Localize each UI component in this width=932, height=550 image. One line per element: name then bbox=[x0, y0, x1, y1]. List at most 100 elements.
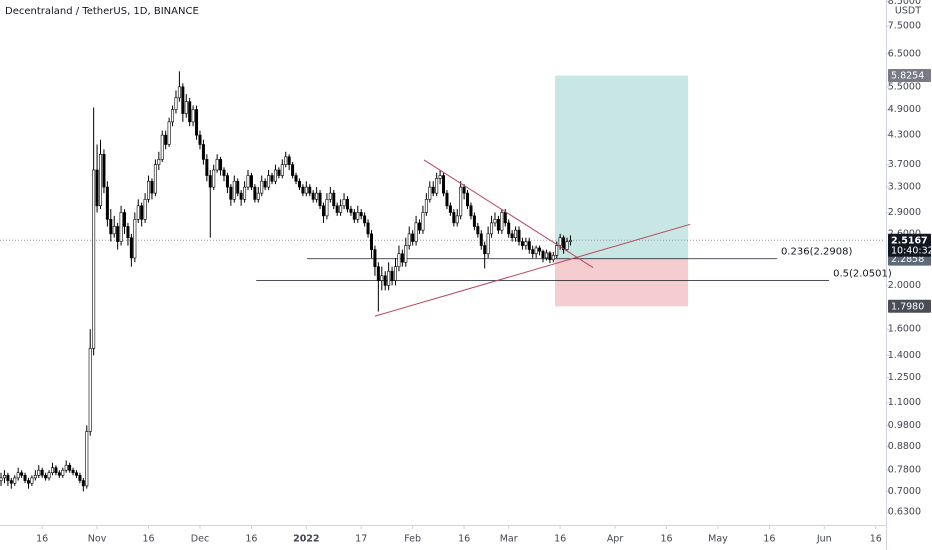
candle-body bbox=[411, 233, 415, 242]
candle-body bbox=[129, 237, 133, 259]
y-tick-label: 2.0000 bbox=[888, 280, 921, 291]
candle-body bbox=[349, 208, 353, 213]
candle-body bbox=[136, 205, 140, 220]
candle-body bbox=[61, 469, 65, 476]
candle-body bbox=[0, 477, 3, 481]
candle-body bbox=[26, 480, 30, 484]
stop-price-tag-box bbox=[888, 299, 931, 313]
x-tick-label: 16 bbox=[458, 534, 470, 545]
candle-body bbox=[486, 233, 490, 255]
candle-body bbox=[469, 205, 473, 217]
y-tick-label: 7.5000 bbox=[888, 20, 921, 31]
candle-body bbox=[267, 175, 271, 188]
candle-body bbox=[517, 229, 521, 242]
y-tick-label: 2.9000 bbox=[888, 207, 921, 218]
candle-body bbox=[328, 192, 332, 200]
target-price-tag: 5.8254 bbox=[891, 71, 924, 82]
candle-body bbox=[311, 192, 315, 200]
candle-body bbox=[16, 472, 20, 479]
candle-body bbox=[524, 241, 528, 246]
candle-body bbox=[33, 475, 37, 479]
candle-body bbox=[356, 212, 360, 220]
candle-body bbox=[74, 472, 78, 476]
candle-body bbox=[236, 180, 240, 194]
candle-body bbox=[270, 175, 274, 182]
candle-body bbox=[150, 180, 154, 194]
candle-body bbox=[50, 467, 54, 474]
candle-body bbox=[2, 475, 6, 479]
candle-body bbox=[20, 472, 24, 476]
candle-body bbox=[301, 186, 305, 194]
candle-body bbox=[57, 472, 61, 476]
countdown: 10:40:32 bbox=[891, 245, 932, 256]
candle-body bbox=[174, 97, 178, 110]
candle-body bbox=[23, 475, 27, 481]
candle-body bbox=[339, 205, 343, 213]
candle-body bbox=[273, 169, 277, 182]
x-tick-label: May bbox=[708, 534, 728, 545]
x-tick-label: 16 bbox=[245, 534, 257, 545]
stop-zone bbox=[555, 259, 689, 307]
candle-body bbox=[304, 186, 308, 194]
candle-body bbox=[198, 134, 202, 145]
candle-body bbox=[387, 270, 391, 286]
candle-body bbox=[332, 192, 336, 207]
candle-body bbox=[105, 186, 109, 220]
candle-body bbox=[201, 144, 205, 160]
candle-body bbox=[383, 275, 387, 286]
x-tick-label: 16 bbox=[870, 534, 882, 545]
candle-body bbox=[102, 154, 106, 188]
candle-body bbox=[568, 239, 572, 242]
candle-body bbox=[280, 164, 284, 176]
target-zone bbox=[555, 75, 689, 260]
candle-body bbox=[212, 169, 216, 188]
candle-body bbox=[438, 175, 442, 179]
candle-body bbox=[160, 134, 164, 160]
candle-body bbox=[109, 219, 113, 235]
candle-body bbox=[277, 169, 281, 176]
candle-body bbox=[472, 215, 476, 227]
candle-body bbox=[421, 212, 425, 231]
candle-body bbox=[253, 186, 257, 200]
x-tick-label: Feb bbox=[404, 534, 421, 545]
candle-body bbox=[85, 431, 89, 487]
candle-body bbox=[448, 205, 452, 213]
candle-body bbox=[246, 175, 250, 188]
candle-body bbox=[263, 180, 267, 188]
candle-body bbox=[239, 192, 243, 200]
candle-body bbox=[229, 186, 233, 200]
candle-body bbox=[466, 192, 470, 207]
candle-body bbox=[507, 222, 511, 235]
candle-body bbox=[215, 159, 219, 171]
y-tick-label: 0.9800 bbox=[888, 420, 921, 431]
x-tick-label: 16 bbox=[660, 534, 672, 545]
x-tick-label: Dec bbox=[191, 534, 209, 545]
candle-body bbox=[500, 212, 504, 231]
candle-body bbox=[297, 180, 301, 188]
candle-body bbox=[147, 180, 151, 200]
y-tick-label: 0.8800 bbox=[888, 441, 921, 452]
candle-body bbox=[126, 226, 130, 238]
candle-body bbox=[99, 154, 103, 207]
candle-body bbox=[64, 464, 68, 471]
candle-body bbox=[133, 219, 137, 259]
candle-body bbox=[157, 159, 161, 165]
entry-price-tag: 2.2858 bbox=[891, 254, 924, 265]
last-price-box bbox=[888, 233, 931, 257]
candle-body bbox=[531, 249, 535, 255]
candle-body bbox=[54, 467, 58, 474]
y-tick-label: 1.2500 bbox=[888, 372, 921, 383]
x-tick-label: Mar bbox=[500, 534, 518, 545]
y-tick-label: 3.3000 bbox=[888, 182, 921, 193]
candle-body bbox=[459, 186, 463, 217]
y-tick-label: 4.9000 bbox=[888, 104, 921, 115]
y-tick-label: 0.6300 bbox=[888, 507, 921, 518]
candle-body bbox=[476, 226, 480, 235]
candle-body bbox=[363, 215, 367, 224]
candle-body bbox=[119, 212, 123, 242]
x-tick-label: 16 bbox=[36, 534, 48, 545]
candle-body bbox=[431, 186, 435, 194]
candle-body bbox=[92, 169, 96, 349]
y-tick-label: 8.5000 bbox=[888, 0, 921, 7]
candle-body bbox=[30, 477, 34, 484]
